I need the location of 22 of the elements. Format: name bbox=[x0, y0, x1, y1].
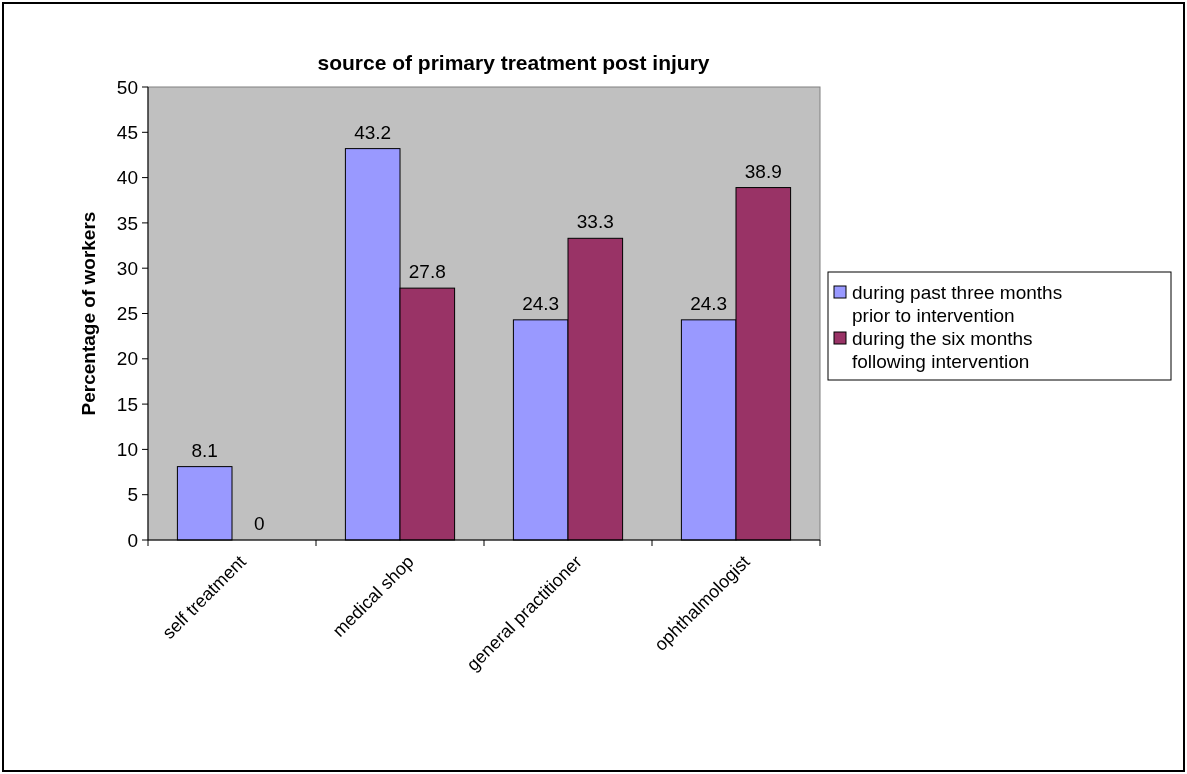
y-tick-label: 20 bbox=[116, 348, 138, 370]
y-tick-label: 5 bbox=[127, 484, 138, 506]
data-label: 43.2 bbox=[354, 121, 392, 143]
y-tick-label: 10 bbox=[116, 439, 138, 461]
legend-label: during the six months following intervention bbox=[852, 327, 1033, 372]
data-label: 38.9 bbox=[744, 160, 782, 182]
y-tick-label: 35 bbox=[116, 212, 138, 234]
data-label: 24.3 bbox=[522, 292, 560, 314]
y-tick-label: 0 bbox=[127, 529, 138, 551]
data-label: 24.3 bbox=[690, 292, 728, 314]
data-label: 27.8 bbox=[408, 261, 446, 283]
y-tick-label: 45 bbox=[116, 121, 138, 143]
chart-title: source of primary treatment post injury bbox=[317, 51, 710, 74]
y-axis-title: Percentage of workers bbox=[78, 211, 99, 416]
y-tick-label: 40 bbox=[116, 167, 138, 189]
data-label: 8.1 bbox=[191, 439, 218, 461]
y-tick-label: 25 bbox=[116, 303, 138, 325]
y-tick-label: 15 bbox=[116, 393, 138, 415]
data-label: 0 bbox=[254, 513, 265, 534]
data-label: 33.3 bbox=[576, 211, 614, 233]
y-tick-label: 50 bbox=[116, 76, 138, 98]
y-tick-label: 30 bbox=[116, 257, 138, 279]
